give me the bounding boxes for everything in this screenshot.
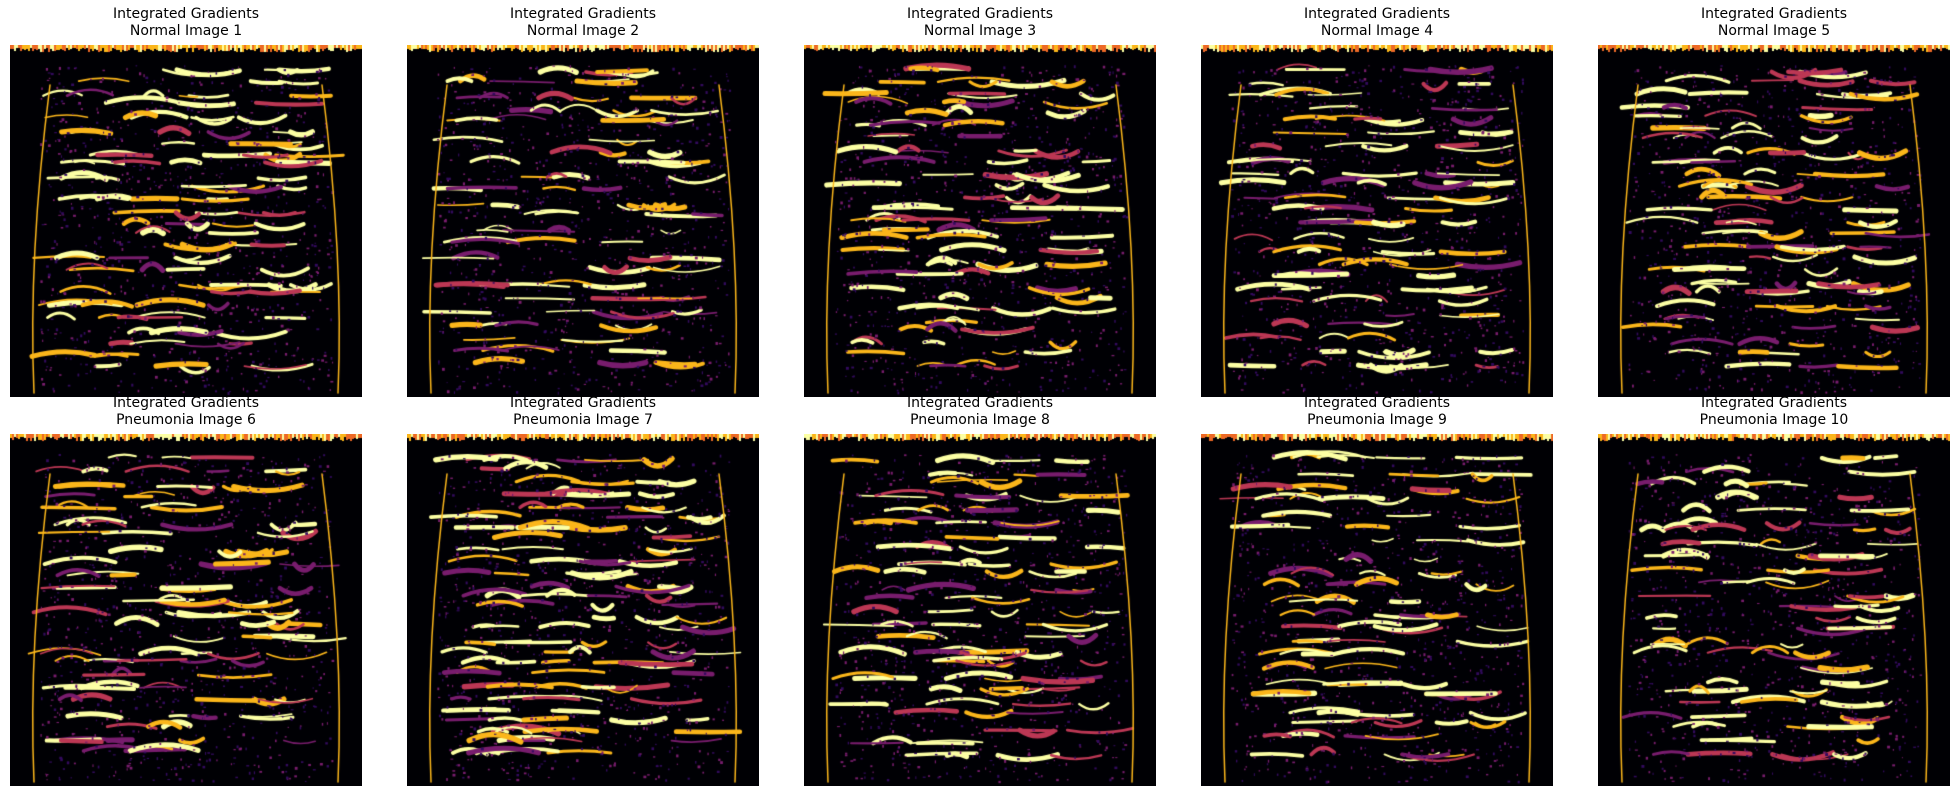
- panel-title: Integrated Gradients Pneumonia Image 8: [804, 395, 1156, 429]
- panel-title-method: Integrated Gradients: [907, 6, 1053, 22]
- panel-title-image: Normal Image 2: [526, 23, 640, 39]
- panel-title-method: Integrated Gradients: [113, 395, 259, 411]
- panel-title: Integrated Gradients Pneumonia Image 9: [1201, 395, 1553, 429]
- panel-title-image: Pneumonia Image 9: [1307, 412, 1447, 428]
- panel-title-image: Normal Image 3: [923, 23, 1037, 39]
- panel-title: Integrated Gradients Normal Image 4: [1201, 6, 1553, 40]
- panel-title-method: Integrated Gradients: [1304, 6, 1450, 22]
- panel-title-method: Integrated Gradients: [1304, 395, 1450, 411]
- attribution-heatmap: [1598, 45, 1950, 397]
- panel-title-image: Pneumonia Image 10: [1699, 412, 1849, 428]
- panel-title: Integrated Gradients Normal Image 1: [10, 6, 362, 40]
- attribution-heatmap: [1201, 45, 1553, 397]
- panel-title: Integrated Gradients Normal Image 5: [1598, 6, 1950, 40]
- panel-title-image: Pneumonia Image 8: [910, 412, 1050, 428]
- panel-title-method: Integrated Gradients: [510, 6, 656, 22]
- panel-title-image: Normal Image 4: [1320, 23, 1434, 39]
- panel-title: Integrated Gradients Pneumonia Image 10: [1598, 395, 1950, 429]
- attribution-heatmap: [10, 45, 362, 397]
- panel-title-method: Integrated Gradients: [113, 6, 259, 22]
- attribution-heatmap: [407, 434, 759, 786]
- panel-title-method: Integrated Gradients: [907, 395, 1053, 411]
- panel-title-image: Pneumonia Image 7: [513, 412, 653, 428]
- attribution-heatmap: [407, 45, 759, 397]
- panel-title-method: Integrated Gradients: [510, 395, 656, 411]
- attribution-heatmap: [10, 434, 362, 786]
- panel-title-image: Pneumonia Image 6: [116, 412, 256, 428]
- panel-title: Integrated Gradients Normal Image 3: [804, 6, 1156, 40]
- attribution-heatmap: [1598, 434, 1950, 786]
- panel-title: Integrated Gradients Pneumonia Image 7: [407, 395, 759, 429]
- panel-title-image: Normal Image 5: [1717, 23, 1831, 39]
- panel-title: Integrated Gradients Normal Image 2: [407, 6, 759, 40]
- attribution-heatmap: [804, 434, 1156, 786]
- attribution-heatmap: [804, 45, 1156, 397]
- attribution-heatmap: [1201, 434, 1553, 786]
- panel-title: Integrated Gradients Pneumonia Image 6: [10, 395, 362, 429]
- panel-title-image: Normal Image 1: [129, 23, 243, 39]
- panel-title-method: Integrated Gradients: [1701, 6, 1847, 22]
- panel-title-method: Integrated Gradients: [1701, 395, 1847, 411]
